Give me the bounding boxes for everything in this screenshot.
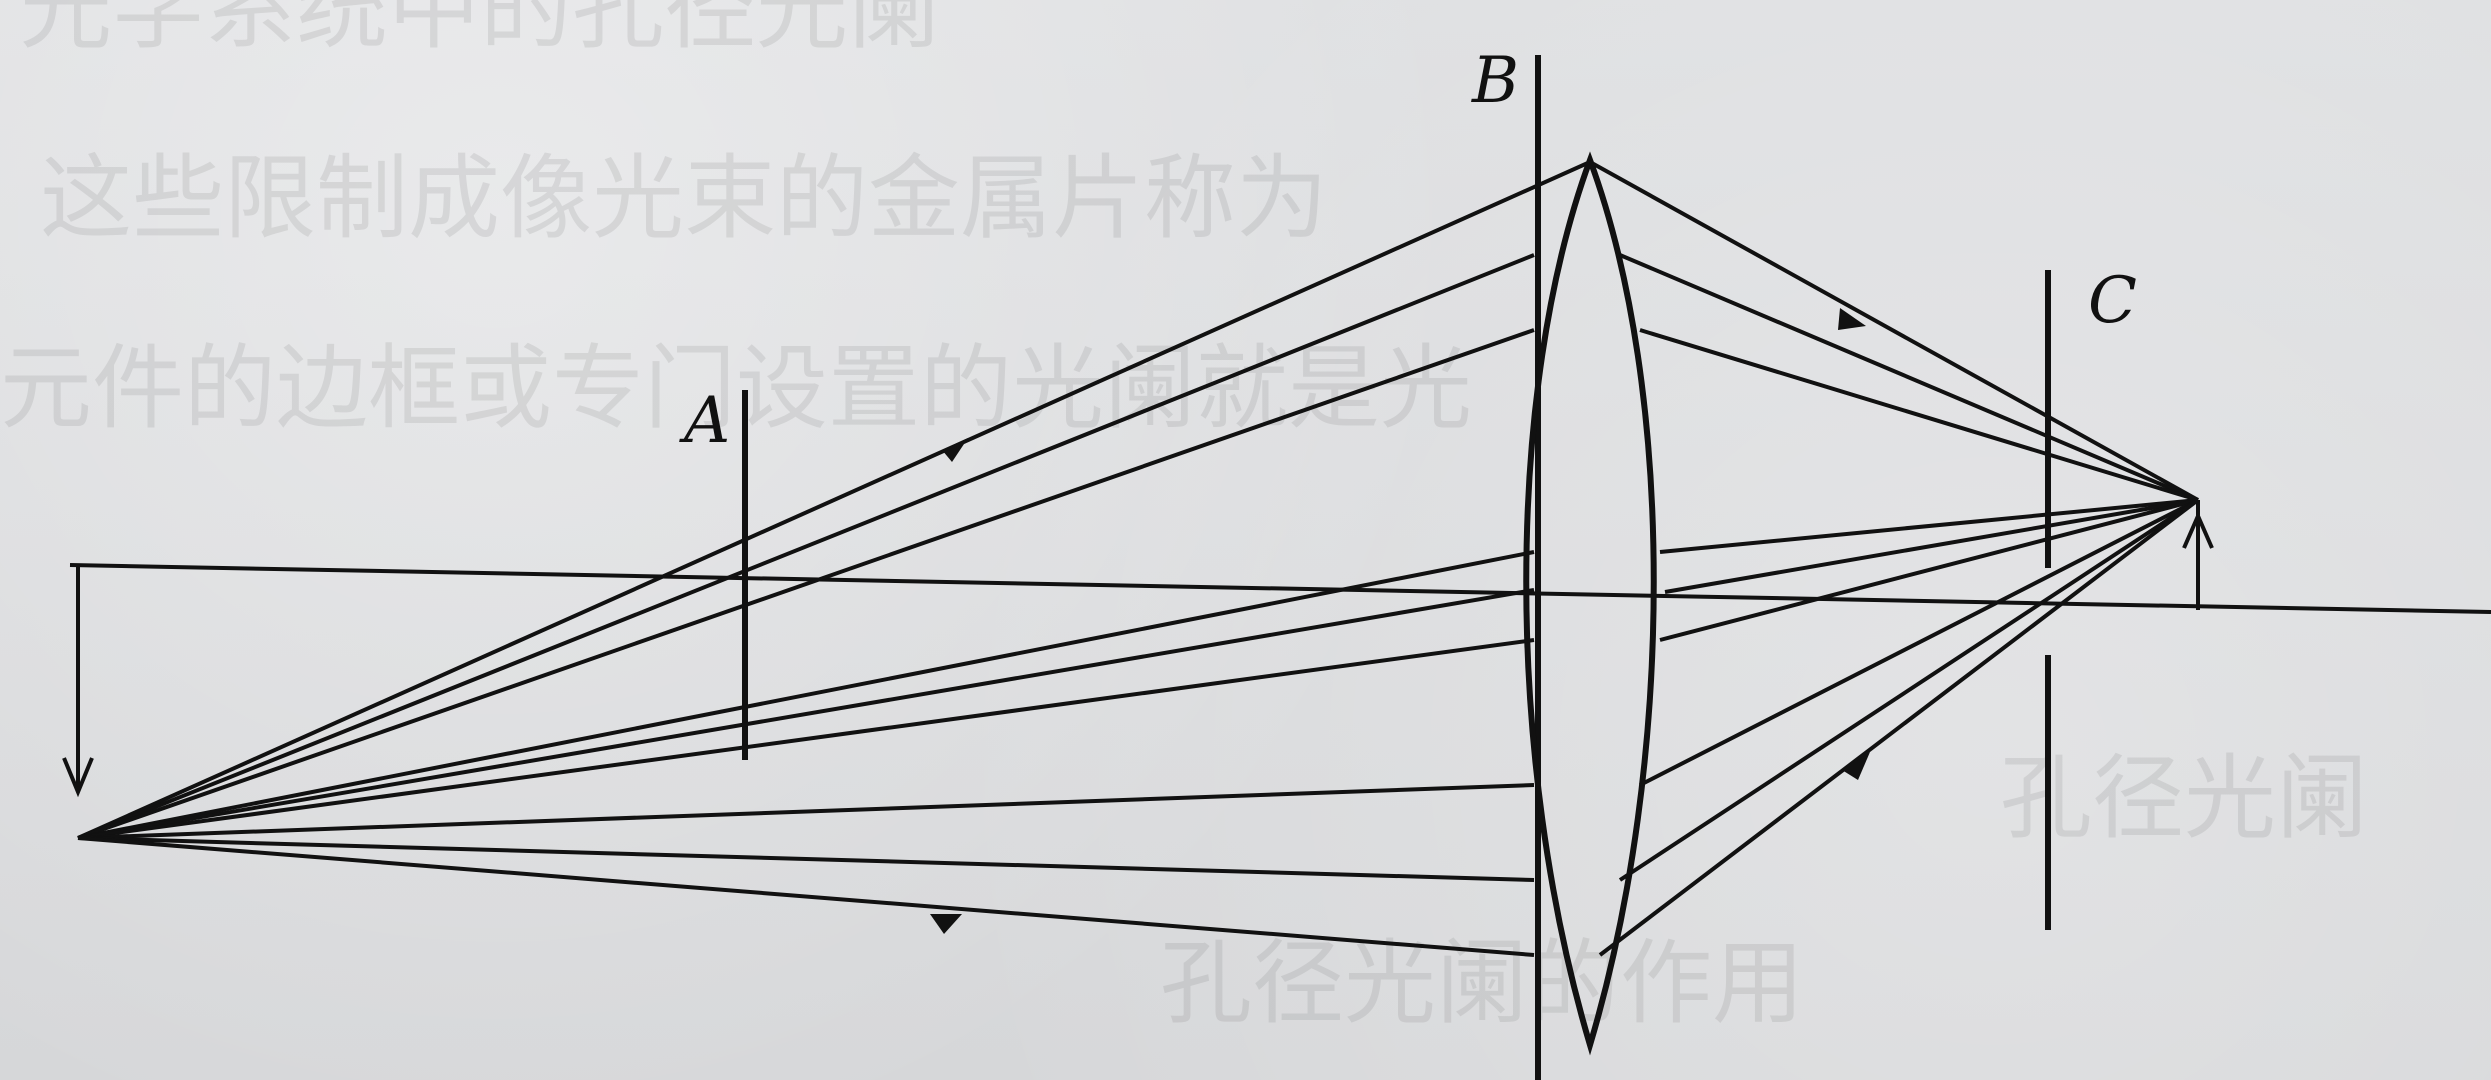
- ray-right-9: [1598, 498, 2200, 957]
- ray-right-3: [1639, 328, 2199, 502]
- ray-right-top: [1589, 160, 2199, 502]
- ray-mid-lower: [77, 638, 1535, 840]
- background-text-line: 这些限制成像光束的金属片称为: [40, 145, 1328, 252]
- ray-mid-upper: [77, 550, 1535, 840]
- ray-lower-1: [77, 783, 1535, 840]
- label-c: C: [2088, 264, 2137, 338]
- ray-arrow-icon: [942, 438, 968, 462]
- ray-right-2: [1619, 253, 2199, 502]
- ray-right-6: [1659, 498, 2199, 642]
- background-text-line: 孔径光阑: [2000, 745, 2368, 852]
- ray-right-7: [1639, 498, 2199, 787]
- background-text-line: 孔径光阑的作用: [1160, 930, 1804, 1037]
- ray-arrow-icon: [930, 914, 962, 934]
- object-arrow-icon: [62, 757, 94, 798]
- ray-mid-center: [77, 588, 1535, 840]
- ray-right-5: [1664, 498, 2199, 594]
- ray-upper-inner: [77, 328, 1535, 840]
- background-text-line: 光学系统中的孔径光阑: [20, 0, 940, 62]
- label-a: A: [679, 384, 730, 458]
- ray-right-8: [1618, 498, 2200, 882]
- label-b: B: [1471, 44, 1519, 118]
- optical-axis: [69, 563, 2491, 614]
- lens: [1523, 151, 1657, 1056]
- ray-lower-3: [77, 836, 1535, 957]
- ray-right-4: [1659, 498, 2199, 554]
- ray-upper-outer: [77, 160, 1591, 840]
- ray-upper-mid: [77, 253, 1535, 840]
- ray-arrow-icon: [1842, 752, 1870, 780]
- background-text-line: 元件的边框或专门设置的光阑就是光: [0, 335, 1472, 442]
- image-arrow-icon: [2182, 511, 2214, 549]
- ray-arrow-icon: [1838, 308, 1866, 330]
- ray-lower-2: [77, 836, 1535, 882]
